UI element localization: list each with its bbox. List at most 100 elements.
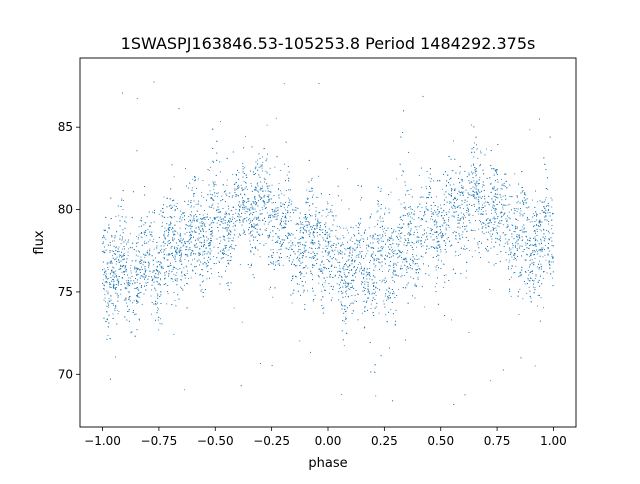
data-point xyxy=(252,212,254,214)
data-point xyxy=(231,197,233,199)
data-point xyxy=(412,209,413,210)
data-point xyxy=(488,202,489,204)
data-point xyxy=(521,226,523,228)
data-point xyxy=(392,251,393,253)
data-point xyxy=(118,215,120,217)
data-point xyxy=(343,274,345,275)
data-point xyxy=(326,236,328,238)
data-point xyxy=(419,197,421,199)
data-point xyxy=(296,207,298,209)
data-point xyxy=(378,205,380,207)
data-point xyxy=(329,233,331,235)
data-point xyxy=(464,215,466,217)
data-point xyxy=(139,291,141,293)
data-point xyxy=(115,292,117,294)
data-point xyxy=(140,233,142,234)
data-point xyxy=(352,227,354,229)
data-point xyxy=(223,237,225,239)
data-point xyxy=(502,208,504,210)
data-point xyxy=(157,319,159,321)
data-point xyxy=(495,227,497,229)
data-point xyxy=(150,295,152,297)
data-point xyxy=(413,243,415,245)
data-point xyxy=(536,305,538,307)
data-point xyxy=(248,209,250,211)
data-point xyxy=(136,300,138,302)
data-point xyxy=(141,304,143,305)
data-point xyxy=(367,283,369,285)
data-point xyxy=(439,225,441,227)
data-point xyxy=(402,170,404,172)
data-point xyxy=(223,250,225,252)
data-point xyxy=(543,270,545,272)
data-point xyxy=(501,206,503,208)
data-point xyxy=(407,250,408,252)
data-point xyxy=(463,222,464,224)
data-point xyxy=(138,268,140,270)
data-point xyxy=(359,268,361,270)
data-point xyxy=(341,394,343,396)
data-point xyxy=(187,283,188,285)
data-point xyxy=(445,274,447,276)
data-point xyxy=(186,249,188,251)
data-point xyxy=(228,214,230,216)
data-point xyxy=(285,209,287,211)
data-point xyxy=(351,241,353,242)
data-point xyxy=(106,311,108,313)
data-point xyxy=(115,270,117,272)
data-point xyxy=(542,277,544,279)
data-point xyxy=(181,271,183,273)
data-point xyxy=(138,237,139,238)
data-point xyxy=(460,179,462,181)
data-point xyxy=(285,213,287,215)
data-point xyxy=(246,217,248,219)
data-point xyxy=(176,247,178,248)
data-point xyxy=(493,202,495,204)
data-point xyxy=(378,242,380,244)
data-point xyxy=(482,204,484,206)
data-point xyxy=(232,247,234,249)
data-point xyxy=(366,247,367,249)
data-point xyxy=(201,288,203,290)
data-point xyxy=(419,268,421,270)
data-point xyxy=(334,249,336,251)
data-point xyxy=(329,275,331,277)
data-point xyxy=(357,240,359,242)
data-point xyxy=(259,196,261,198)
data-point xyxy=(152,211,154,213)
data-point xyxy=(376,257,378,259)
data-point xyxy=(321,290,323,292)
data-point xyxy=(160,278,162,280)
data-point xyxy=(261,170,263,172)
data-point xyxy=(240,184,242,186)
data-point xyxy=(138,226,140,228)
data-point xyxy=(514,173,516,175)
data-point xyxy=(181,219,183,221)
data-point xyxy=(325,216,327,218)
data-point xyxy=(156,307,158,309)
data-point xyxy=(429,232,431,234)
data-point xyxy=(356,255,358,257)
data-point xyxy=(249,267,251,268)
data-point xyxy=(477,244,479,246)
data-point xyxy=(125,239,126,241)
data-point xyxy=(187,255,189,257)
data-point xyxy=(184,254,186,255)
data-point xyxy=(450,194,452,196)
data-point xyxy=(341,199,342,201)
data-point xyxy=(197,218,199,220)
data-point xyxy=(351,269,352,270)
data-point xyxy=(254,227,256,229)
data-point xyxy=(307,198,308,200)
data-point xyxy=(123,253,125,255)
data-point xyxy=(142,269,143,271)
data-point xyxy=(209,253,211,255)
data-point xyxy=(377,247,379,249)
data-point xyxy=(229,225,230,227)
data-point xyxy=(238,216,240,218)
data-point xyxy=(135,259,137,261)
data-point xyxy=(321,215,323,217)
data-point xyxy=(381,240,383,242)
data-point xyxy=(345,319,347,321)
data-point xyxy=(349,270,351,271)
